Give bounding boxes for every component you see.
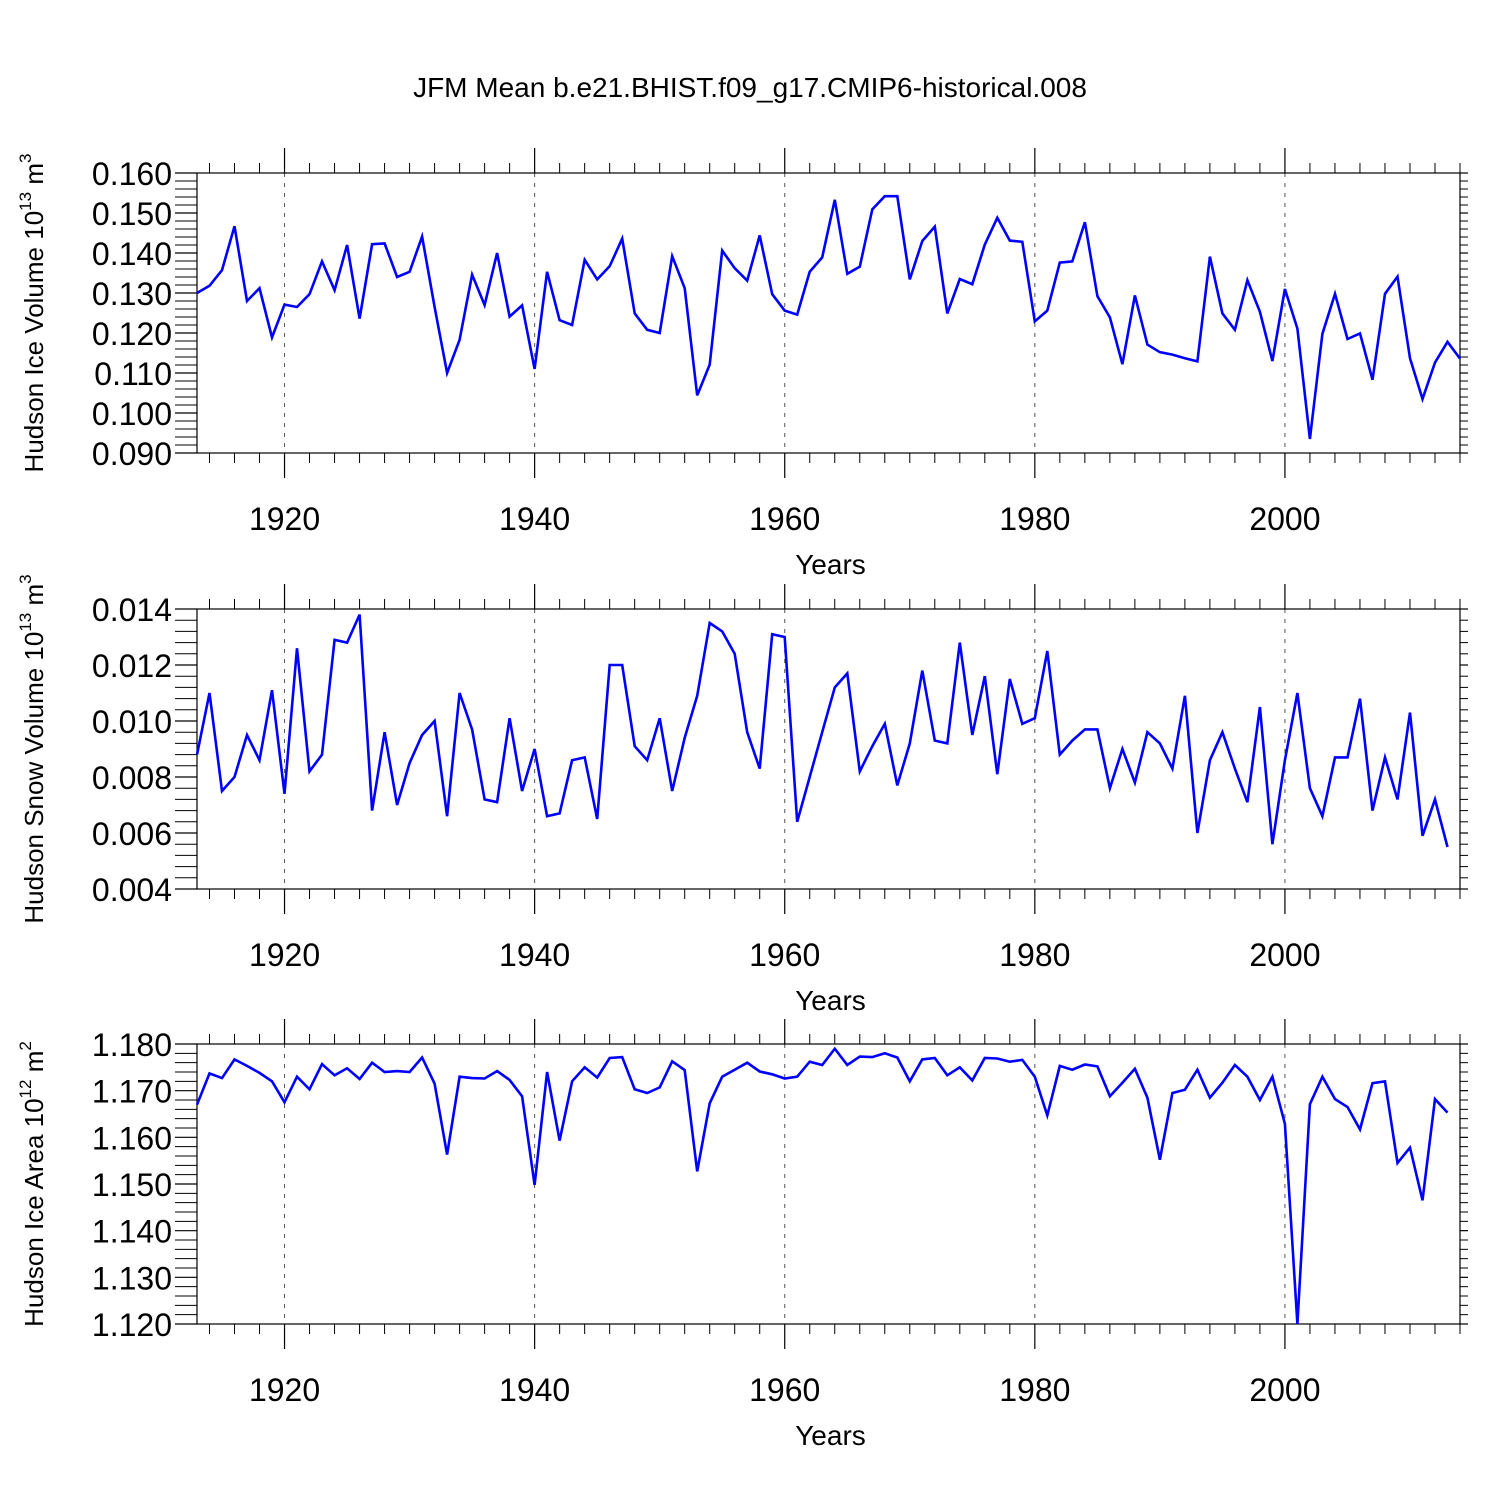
y-tick-label: 0.012 xyxy=(92,648,172,684)
figure-title: JFM Mean b.e21.BHIST.f09_g17.CMIP6-histo… xyxy=(413,72,1087,103)
x-tick-label: 2000 xyxy=(1249,937,1320,973)
x-axis-label: Years xyxy=(795,985,866,1016)
series-line-2 xyxy=(195,614,1449,848)
y-tick-label: 0.014 xyxy=(92,592,172,628)
y-tick-label: 1.150 xyxy=(92,1167,172,1203)
y-tick-label: 0.160 xyxy=(92,156,172,192)
x-axis-label: Years xyxy=(795,549,866,580)
x-tick-label: 1980 xyxy=(999,1372,1070,1408)
y-tick-label: 0.140 xyxy=(92,236,172,272)
y-tick-label: 1.160 xyxy=(92,1120,172,1156)
plot-frame xyxy=(196,172,1461,454)
x-tick-label: 2000 xyxy=(1249,501,1320,537)
y-tick-label: 0.008 xyxy=(92,760,172,796)
y-tick-label: 0.090 xyxy=(92,436,172,472)
y-tick-label: 0.130 xyxy=(92,276,172,312)
x-tick-label: 1940 xyxy=(499,937,570,973)
x-tick-label: 1980 xyxy=(999,501,1070,537)
y-axis-label: Hudson Snow Volume 1013 m3 xyxy=(16,574,49,923)
x-tick-label: 1940 xyxy=(499,501,570,537)
y-tick-label: 1.180 xyxy=(92,1027,172,1063)
y-tick-label: 0.004 xyxy=(92,872,172,908)
y-tick-label: 0.010 xyxy=(92,704,172,740)
x-tick-label: 1940 xyxy=(499,1372,570,1408)
y-axis-label: Hudson Ice Area 1012 m2 xyxy=(16,1041,49,1327)
x-tick-label: 1960 xyxy=(749,1372,820,1408)
y-tick-label: 0.100 xyxy=(92,396,172,432)
x-tick-label: 1980 xyxy=(999,937,1070,973)
y-tick-label: 0.110 xyxy=(94,356,172,392)
series-line-1 xyxy=(196,194,1462,440)
y-tick-label: 0.120 xyxy=(92,316,172,352)
y-tick-label: 0.150 xyxy=(92,196,172,232)
series-line-3 xyxy=(195,1046,1449,1325)
x-tick-label: 1920 xyxy=(249,937,320,973)
y-tick-label: 1.120 xyxy=(92,1307,172,1343)
y-tick-label: 1.170 xyxy=(92,1074,172,1110)
y-tick-label: 1.140 xyxy=(92,1214,172,1250)
chart-panel-3: 1920 1940 1960 1980 2000 1.120 1.130 1.140 1.150… xyxy=(16,1019,1468,1451)
y-axis-label: Hudson Ice Volume 1013 m3 xyxy=(16,154,49,473)
x-tick-label: 1920 xyxy=(249,1372,320,1408)
plot-frame xyxy=(196,1043,1461,1325)
y-tick-label: 1.130 xyxy=(92,1260,172,1296)
y-tick-label: 0.006 xyxy=(92,816,172,852)
x-axis-label: Years xyxy=(795,1420,866,1451)
x-tick-label: 2000 xyxy=(1249,1372,1320,1408)
chart-panel-1: 1920 1940 1960 1980 2000 0.090 0.100 0.110 0.120… xyxy=(16,148,1468,580)
x-tick-label: 1920 xyxy=(249,501,320,537)
chart-panel-2: 1920 1940 1960 1980 2000 0.004 0.006 0.008 0.010… xyxy=(16,574,1468,1016)
x-tick-label: 1960 xyxy=(749,501,820,537)
x-tick-label: 1960 xyxy=(749,937,820,973)
